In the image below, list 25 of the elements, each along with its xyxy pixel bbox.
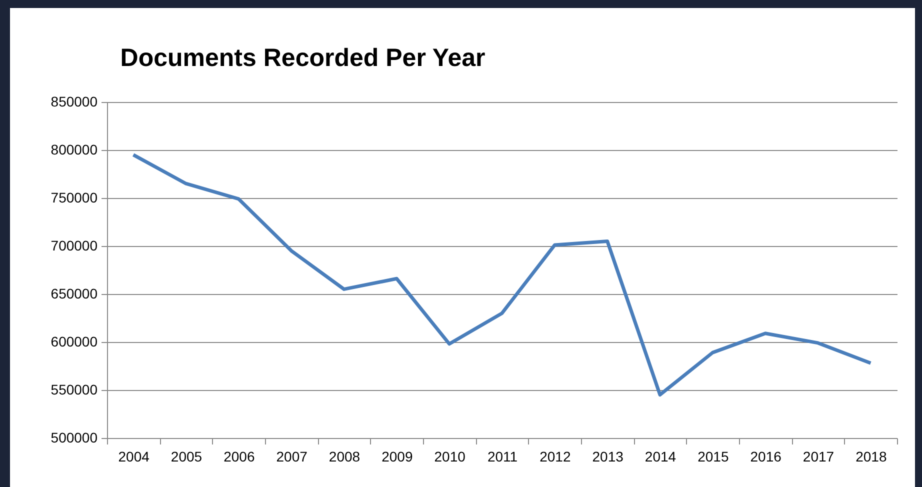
x-tick-label: 2017 [802,448,834,464]
y-tick-label: 750000 [50,190,98,206]
y-tick-label: 650000 [50,286,98,302]
y-tick-label: 550000 [50,382,98,398]
y-tick-label: 700000 [50,238,98,254]
x-tick-label: 2006 [224,448,255,464]
chart-title: Documents Recorded Per Year [120,44,486,72]
y-tick-label: 500000 [50,430,98,446]
x-tick-label: 2015 [698,448,729,464]
x-tick-label: 2009 [382,448,413,464]
y-tick-label: 850000 [50,94,98,110]
x-tick-label: 2011 [487,448,518,464]
y-tick-label: 600000 [50,334,98,350]
x-tick-label: 2008 [328,448,360,464]
x-tick-label: 2007 [276,448,308,464]
x-tick-label: 2013 [592,448,624,464]
x-tick-label: 2010 [434,448,466,464]
x-tick-label: 2004 [118,448,150,464]
y-tick-label: 800000 [50,142,98,158]
x-tick-label: 2012 [540,448,571,464]
x-tick-label: 2018 [856,448,887,464]
x-tick-label: 2014 [644,448,676,464]
line-series [132,153,872,397]
x-tick-label: 2005 [170,448,202,464]
x-tick-label: 2016 [750,448,782,464]
